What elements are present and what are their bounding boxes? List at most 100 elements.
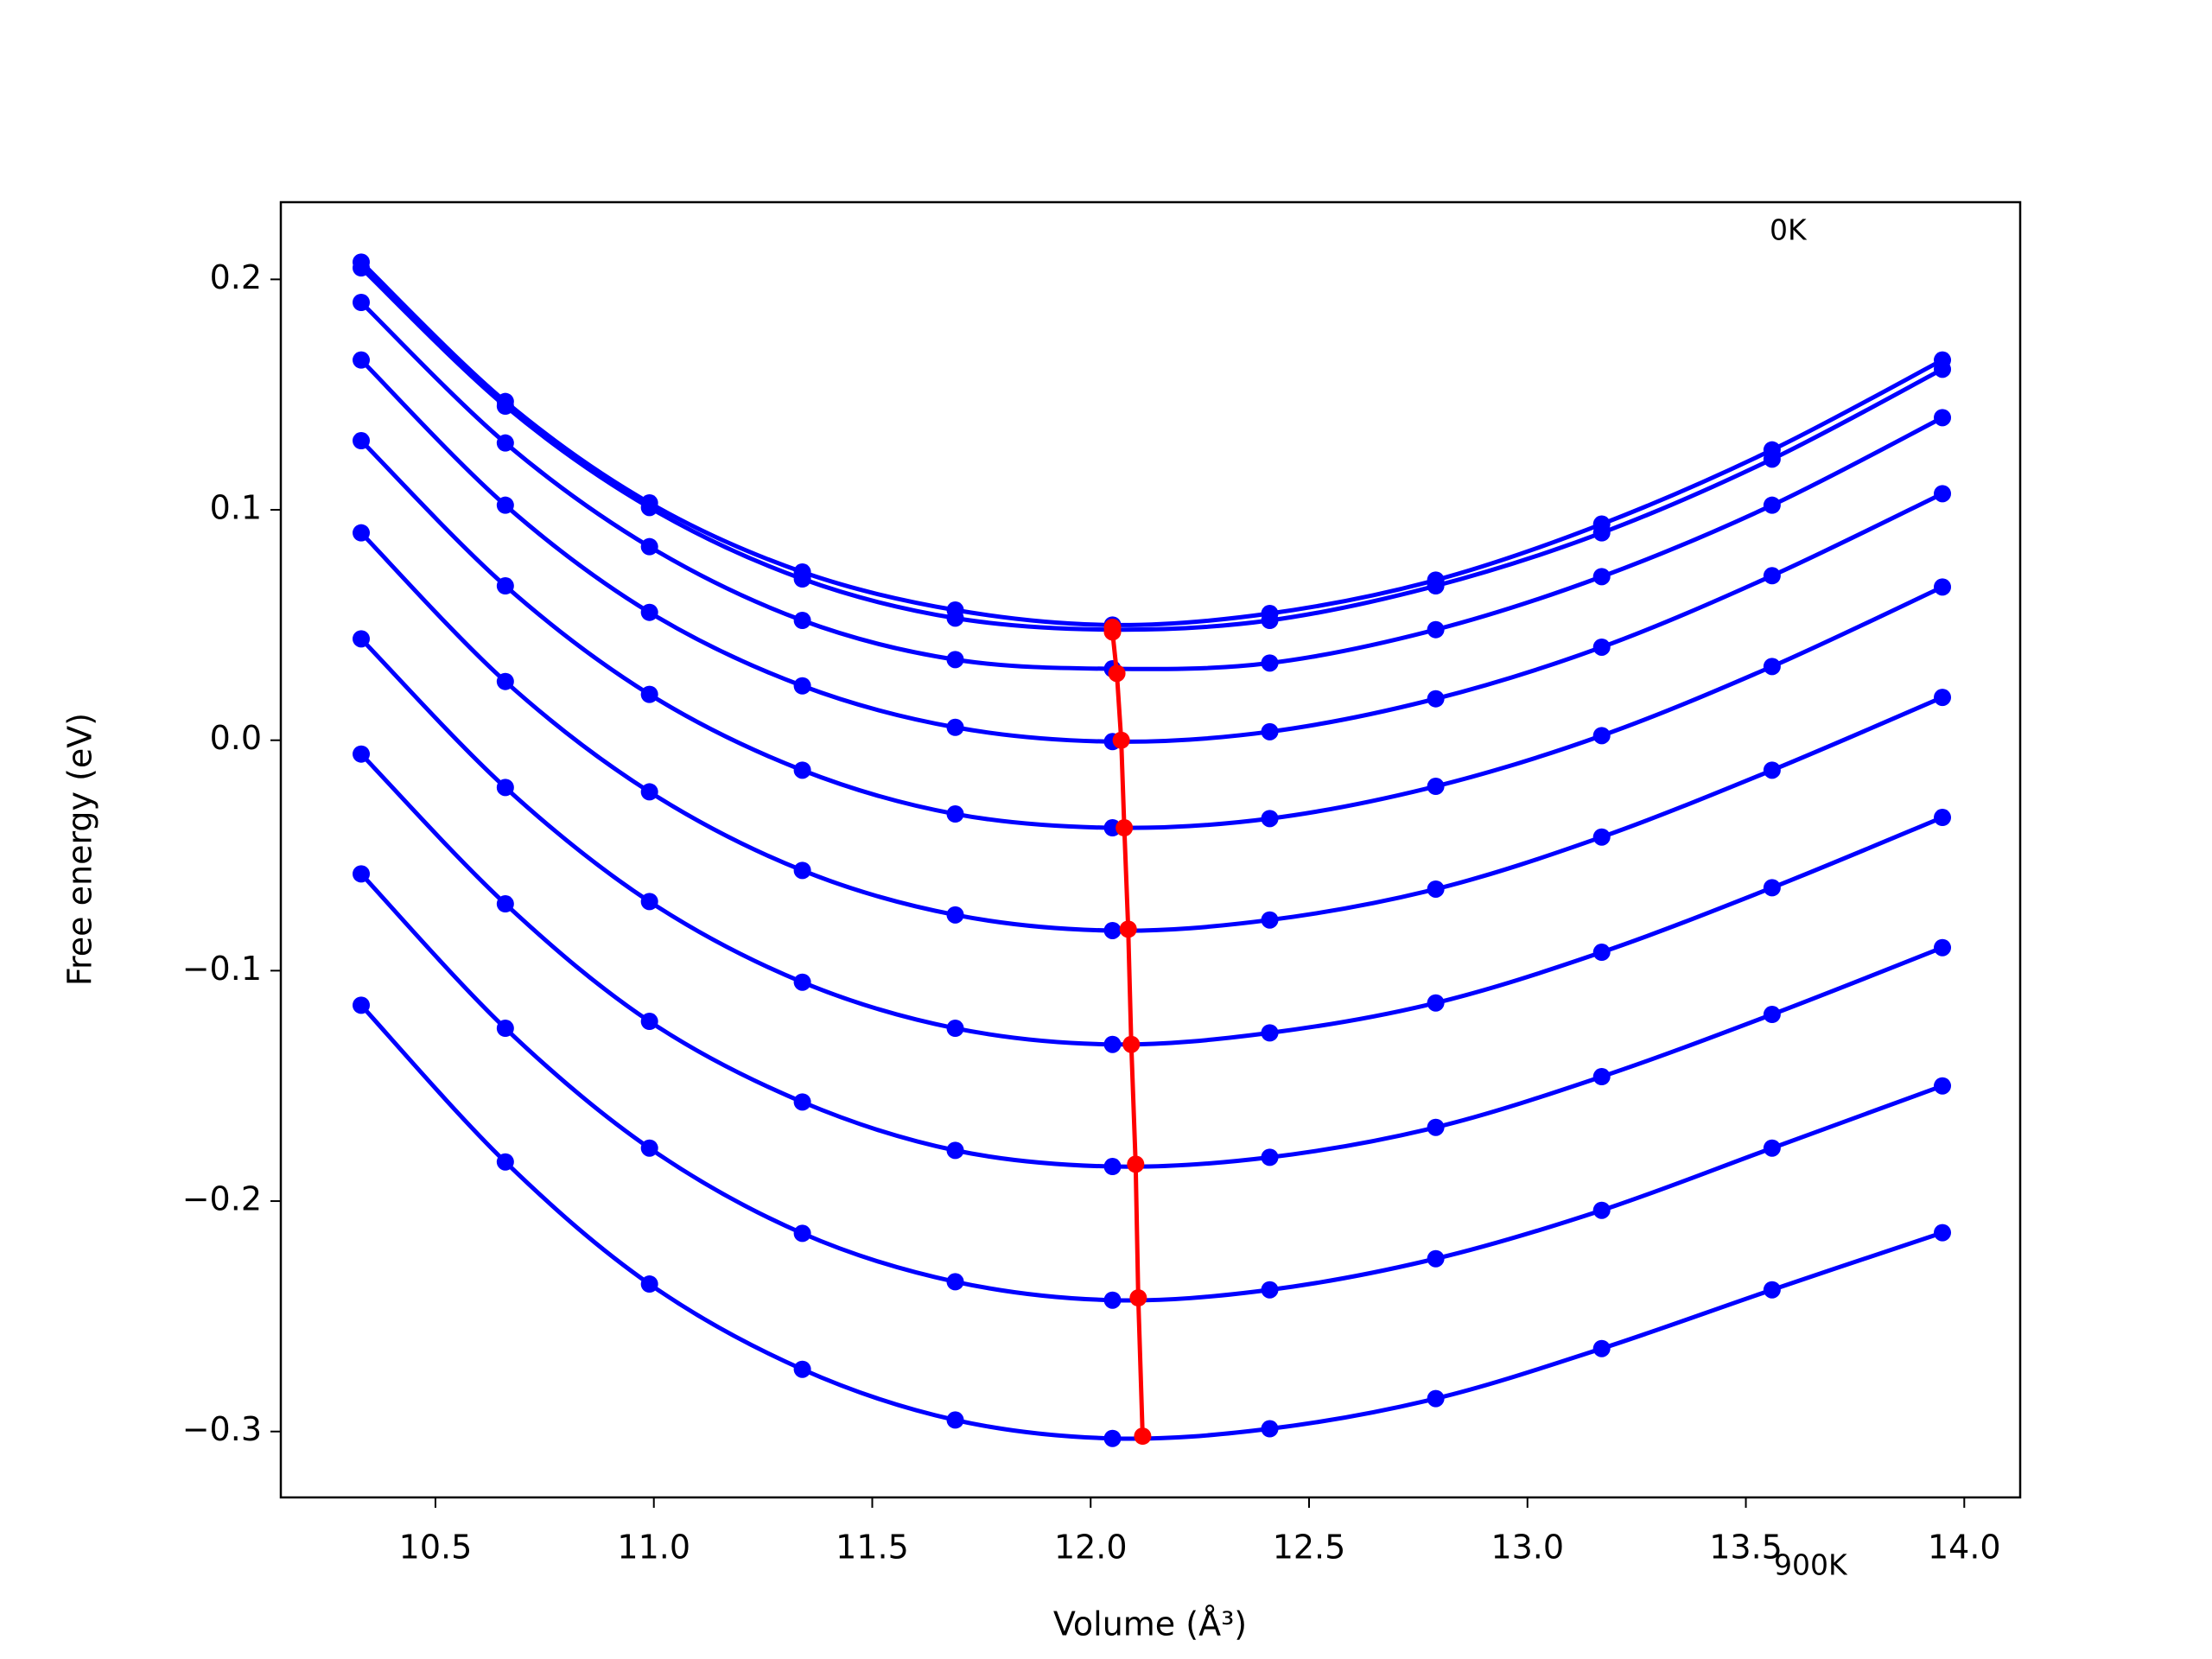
point — [1119, 920, 1137, 938]
point — [1261, 1281, 1279, 1299]
point — [496, 895, 514, 913]
point — [1103, 1291, 1122, 1309]
point — [946, 906, 964, 924]
point — [1261, 612, 1279, 630]
point — [1934, 360, 1952, 378]
y-tick-label: 0.2 — [210, 258, 262, 296]
point — [1108, 664, 1126, 683]
point — [1261, 810, 1279, 828]
point — [1763, 1281, 1781, 1299]
point — [1592, 524, 1611, 542]
point — [353, 865, 371, 883]
point — [640, 1139, 658, 1157]
point — [496, 672, 514, 690]
point — [1427, 577, 1445, 595]
point — [640, 783, 658, 801]
point — [1261, 1148, 1279, 1166]
point — [1592, 1339, 1611, 1357]
point — [1427, 778, 1445, 796]
point — [496, 1020, 514, 1038]
point — [353, 432, 371, 450]
point — [946, 1411, 964, 1429]
y-axis-label: Free energy (eV) — [61, 713, 99, 986]
point — [1763, 761, 1781, 779]
point — [946, 1141, 964, 1160]
point — [496, 397, 514, 416]
point — [946, 1273, 964, 1291]
point — [793, 1360, 811, 1378]
point — [1592, 944, 1611, 962]
point — [1934, 1077, 1952, 1095]
point — [793, 570, 811, 588]
x-tick-label: 13.5 — [1709, 1529, 1783, 1567]
point — [353, 524, 371, 542]
point — [1261, 1024, 1279, 1042]
plot-frame — [279, 200, 2022, 1499]
point — [1261, 1420, 1279, 1438]
point — [640, 499, 658, 517]
point — [1592, 568, 1611, 586]
point — [946, 805, 964, 823]
point — [640, 537, 658, 556]
y-tick-label: 0.0 — [210, 719, 262, 757]
point — [1592, 1201, 1611, 1219]
point — [640, 1013, 658, 1031]
point — [1103, 1158, 1122, 1176]
point — [1261, 722, 1279, 741]
annotation: 900K — [1774, 1548, 1848, 1582]
point — [793, 1093, 811, 1111]
point — [1763, 1139, 1781, 1157]
point — [496, 779, 514, 797]
point — [1592, 727, 1611, 745]
point — [496, 434, 514, 452]
point — [353, 259, 371, 277]
point — [1261, 654, 1279, 672]
point — [793, 761, 811, 779]
point — [1934, 689, 1952, 707]
point — [946, 651, 964, 669]
x-tick-label: 10.5 — [399, 1529, 473, 1567]
point — [1934, 938, 1952, 957]
point — [353, 630, 371, 648]
point — [1427, 1389, 1445, 1408]
point — [1112, 731, 1130, 749]
x-tick-label: 12.0 — [1054, 1529, 1128, 1567]
point — [1427, 1249, 1445, 1268]
point — [946, 609, 964, 627]
point — [1934, 578, 1952, 596]
point — [1427, 880, 1445, 898]
y-tick-label: −0.3 — [182, 1410, 262, 1448]
point — [1122, 1035, 1141, 1053]
point — [353, 745, 371, 763]
point — [1934, 809, 1952, 827]
point — [793, 861, 811, 880]
line — [1110, 627, 1145, 1437]
point — [1592, 638, 1611, 656]
point — [1127, 1155, 1145, 1173]
point — [1934, 1224, 1952, 1242]
point — [1134, 1427, 1152, 1446]
point — [1763, 1006, 1781, 1024]
point — [1103, 921, 1122, 939]
point — [1427, 620, 1445, 639]
x-tick-label: 12.5 — [1273, 1529, 1346, 1567]
point — [640, 685, 658, 703]
point — [1763, 450, 1781, 468]
y-tick-label: 0.1 — [210, 489, 262, 527]
point — [1427, 1118, 1445, 1136]
x-tick-label: 14.0 — [1928, 1529, 2001, 1567]
point — [496, 1153, 514, 1171]
point — [640, 603, 658, 621]
point — [640, 1275, 658, 1294]
point — [793, 1224, 811, 1243]
x-tick-label: 11.0 — [617, 1529, 690, 1567]
point — [1103, 1035, 1122, 1053]
point — [1103, 1429, 1122, 1447]
point — [793, 612, 811, 630]
point — [793, 677, 811, 695]
point — [1427, 690, 1445, 708]
point — [793, 973, 811, 991]
point — [1103, 623, 1122, 641]
point — [353, 996, 371, 1014]
